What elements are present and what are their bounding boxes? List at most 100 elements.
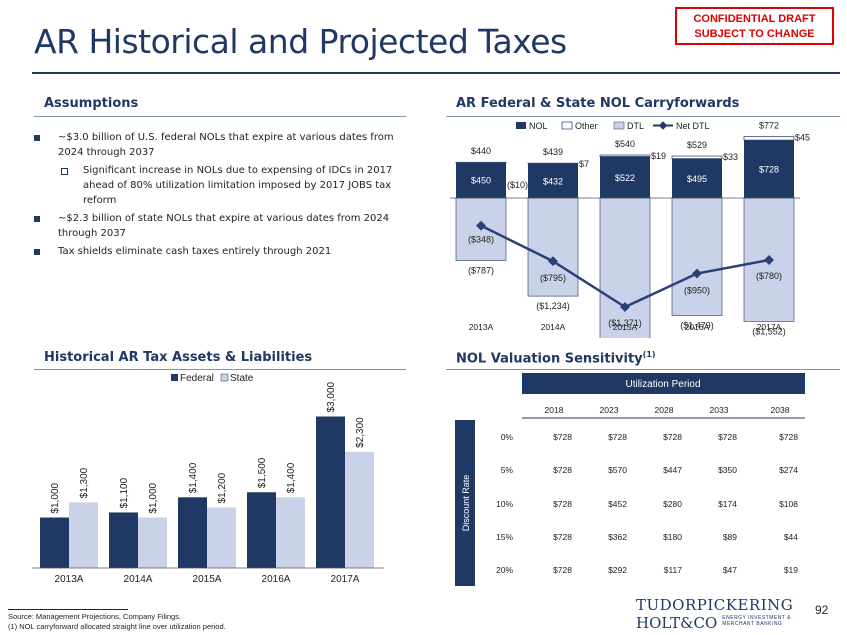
sensitivity-cell: $570 [608, 465, 627, 475]
nol-value-label: ($787) [468, 266, 494, 276]
sensitivity-cell: $728 [718, 432, 737, 442]
legend-swatch-other [561, 121, 573, 130]
federal-value-label: $1,100 [119, 477, 130, 508]
federal-bar [178, 497, 207, 568]
federal-value-label: $1,000 [50, 482, 61, 513]
logo-line-1: TUDORPICKERING [636, 596, 794, 614]
dtl-value-label: $495 [687, 174, 707, 184]
total-value-label: $439 [543, 147, 563, 157]
legend-label-net-dtl: Net DTL [676, 121, 710, 131]
federal-bar [316, 416, 345, 568]
logo-tagline: ENERGY INVESTMENT & MERCHANT BANKING [722, 615, 792, 627]
stamp-line-2: SUBJECT TO CHANGE [694, 28, 815, 40]
sensitivity-row-label: 5% [501, 465, 514, 475]
sensitivity-cell: $117 [664, 565, 683, 575]
net-dtl-value-label: ($780) [756, 271, 782, 281]
nol-chart-title: AR Federal & State NOL Carryforwards [456, 96, 740, 111]
other-value-label: ($10) [507, 180, 528, 190]
dtl-bar [456, 162, 506, 198]
legend-label-state: State [230, 373, 254, 384]
state-bar [69, 502, 98, 568]
total-value-label: $529 [687, 140, 707, 150]
state-value-label: $1,300 [79, 467, 90, 498]
sensitivity-row-label: 10% [496, 499, 513, 509]
nol-x-tick-label: 2013A [469, 322, 494, 332]
tax-x-tick-label: 2015A [193, 574, 222, 585]
sensitivity-cell: $728 [608, 432, 627, 442]
federal-bar [109, 512, 138, 568]
nol-value-label: ($1,552) [752, 326, 786, 336]
legend-swatch-federal [171, 374, 178, 381]
tax-x-tick-label: 2016A [262, 574, 291, 585]
dtl-value-label: $450 [471, 176, 491, 186]
sensitivity-column-header-band [522, 373, 805, 394]
logo-tag-1: ENERGY INVESTMENT & [722, 615, 792, 621]
dtl-bar [528, 163, 578, 198]
net-dtl-value-label: ($348) [468, 235, 494, 245]
dtl-value-label: $522 [615, 173, 635, 183]
tph-logo: TUDORPICKERING HOLT&CO ENERGY INVESTMENT… [636, 596, 793, 632]
nol-bar [671, 197, 723, 316]
sensitivity-cell: $452 [608, 499, 627, 509]
dtl-bar [672, 158, 722, 198]
other-bar [599, 154, 651, 157]
tax-x-tick-label: 2017A [331, 574, 360, 585]
legend-swatch-state [220, 373, 229, 382]
legend-swatch-nol [516, 122, 526, 129]
dtl-bar [744, 140, 794, 198]
legend-label-dtl: DTL [627, 121, 644, 131]
sensitivity-column-label: 2023 [600, 405, 619, 415]
state-value-label: $1,000 [148, 482, 159, 513]
sensitivity-cell: $274 [779, 465, 798, 475]
state-value-label: $2,300 [355, 417, 366, 448]
state-bar [276, 497, 305, 568]
confidential-stamp: CONFIDENTIAL DRAFT SUBJECT TO CHANGE [675, 7, 834, 45]
state-value-label: $1,200 [217, 472, 228, 503]
sensitivity-cell: $728 [779, 432, 798, 442]
assumptions-title: Assumptions [44, 96, 139, 111]
nol-bar [743, 197, 795, 322]
sensitivity-column-label: 2018 [545, 405, 564, 415]
sensitivity-title-text: NOL Valuation Sensitivity [456, 351, 643, 367]
net-dtl-value-label: ($950) [684, 286, 710, 296]
bullet-federal-nols: ~$3.0 billion of U.S. federal NOLs that … [34, 130, 404, 160]
other-bar [743, 136, 795, 141]
footnote-1: (1) NOL carryforward allocated straight … [8, 622, 226, 631]
federal-value-label: $1,500 [257, 457, 268, 488]
net-dtl-point [620, 302, 630, 312]
sensitivity-row-label: 15% [496, 532, 513, 542]
tax-chart-title: Historical AR Tax Assets & Liabilities [44, 350, 313, 365]
other-bar [455, 161, 507, 164]
tax-assets-chart: Federal State $1,000 $1,300 2013A $1,100 $1,00… [32, 373, 384, 585]
sensitivity-cell: $350 [718, 465, 737, 475]
assumptions-list: ~$3.0 billion of U.S. federal NOLs that … [34, 130, 404, 262]
nol-x-tick-label: 2014A [541, 322, 566, 332]
page-title: AR Historical and Projected Taxes [34, 22, 567, 61]
sensitivity-cell: $728 [553, 532, 572, 542]
sensitivity-cell: $728 [553, 565, 572, 575]
sensitivity-column-label: 2033 [710, 405, 729, 415]
nol-bar [599, 197, 651, 338]
state-bar [138, 517, 167, 568]
sensitivity-row-label: 0% [501, 432, 514, 442]
logo-line-2: HOLT&CO [636, 614, 718, 632]
nol-value-label: ($1,479) [680, 321, 714, 331]
net-dtl-value-label: ($1,371) [608, 318, 642, 328]
page-number: 92 [815, 603, 829, 617]
sensitivity-column-label: 2038 [771, 405, 790, 415]
sensitivity-cell: $180 [663, 532, 682, 542]
other-value-label: $33 [723, 152, 738, 162]
legend-swatch-dtl [613, 121, 625, 130]
sensitivity-cell: $292 [608, 565, 627, 575]
nol-x-tick-label: 2017A [757, 322, 782, 332]
sensitivity-cell: $728 [553, 499, 572, 509]
legend-label-nol: NOL [529, 121, 548, 131]
legend-marker-net-dtl [658, 121, 668, 130]
total-value-label: $772 [759, 121, 779, 131]
sensitivity-column-label: 2028 [655, 405, 674, 415]
sensitivity-column-header: Utilization Period [625, 379, 700, 390]
sensitivity-cell: $89 [723, 532, 737, 542]
legend-label-other: Other [575, 121, 598, 131]
total-value-label: $540 [615, 139, 635, 149]
sensitivity-cell: $44 [784, 532, 798, 542]
